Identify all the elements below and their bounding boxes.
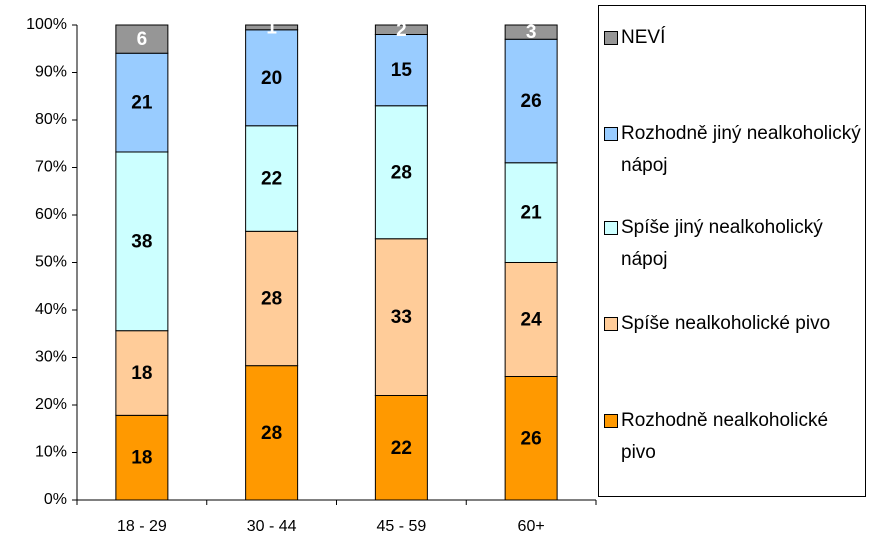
legend-swatch bbox=[604, 414, 618, 428]
data-label: 26 bbox=[521, 428, 542, 449]
y-tick-label: 100% bbox=[26, 16, 67, 33]
y-tick-label: 0% bbox=[44, 491, 67, 508]
data-label: 20 bbox=[261, 68, 282, 89]
data-label: 18 bbox=[131, 448, 152, 469]
data-label: 2 bbox=[396, 20, 407, 41]
x-tick-label: 60+ bbox=[518, 518, 545, 535]
bar-segment bbox=[374, 105, 428, 240]
bar-segment bbox=[115, 24, 169, 54]
legend-label: Spíše nealkoholické pivo bbox=[621, 313, 831, 334]
bar-segment bbox=[115, 330, 169, 416]
bar-segment bbox=[115, 151, 169, 332]
y-tick-label: 20% bbox=[35, 396, 67, 413]
legend-label: NEVÍ bbox=[621, 27, 666, 48]
legend-label: Rozhodně nealkoholické pivo bbox=[621, 410, 829, 463]
data-label: 28 bbox=[391, 162, 412, 183]
data-label: 1 bbox=[266, 17, 277, 38]
legend-label: Spíše jiný nealkoholický nápoj bbox=[621, 217, 823, 270]
data-label: 28 bbox=[261, 423, 282, 444]
legend-swatch bbox=[604, 221, 618, 235]
bar-segment bbox=[115, 414, 169, 501]
y-tick-label: 80% bbox=[35, 111, 67, 128]
bar-segment bbox=[504, 262, 558, 377]
legend-swatch bbox=[604, 127, 618, 141]
bar-segment bbox=[245, 24, 299, 31]
data-label: 33 bbox=[391, 307, 412, 328]
data-label: 38 bbox=[131, 231, 152, 252]
bar-segment bbox=[245, 365, 299, 501]
legend-swatch bbox=[604, 31, 618, 45]
data-label: 6 bbox=[137, 29, 148, 50]
data-label: 24 bbox=[521, 310, 543, 331]
y-tick-label: 40% bbox=[35, 301, 67, 318]
data-label: 21 bbox=[521, 203, 543, 224]
bar-segment bbox=[504, 38, 558, 164]
legend-item: Rozhodně nealkoholické pivo bbox=[604, 405, 864, 469]
data-label: 3 bbox=[526, 22, 537, 43]
legend-item: Spíše jiný nealkoholický nápoj bbox=[604, 212, 864, 276]
data-label: 18 bbox=[131, 363, 152, 384]
legend: NEVÍ Rozhodně jiný nealkoholický nápoj Spí… bbox=[598, 5, 866, 497]
bar-segment bbox=[504, 376, 558, 501]
bar-segment bbox=[374, 24, 428, 35]
y-tick-label: 30% bbox=[35, 349, 67, 366]
data-label: 22 bbox=[391, 438, 412, 459]
x-tick-label: 30 - 44 bbox=[247, 518, 297, 535]
legend-swatch bbox=[604, 317, 618, 331]
legend-item: Rozhodně jiný nealkoholický nápoj bbox=[604, 118, 864, 182]
data-label: 22 bbox=[261, 169, 282, 190]
y-tick-label: 10% bbox=[35, 444, 67, 461]
data-label: 21 bbox=[131, 93, 153, 114]
bar-segment bbox=[115, 52, 169, 153]
y-tick-label: 50% bbox=[35, 254, 67, 271]
y-tick-label: 70% bbox=[35, 159, 67, 176]
data-label: 15 bbox=[391, 60, 413, 81]
bar-segment bbox=[504, 24, 558, 40]
bar-segment bbox=[245, 29, 299, 127]
y-tick-label: 90% bbox=[35, 64, 67, 81]
legend-item: Spíše nealkoholické pivo bbox=[604, 308, 864, 340]
legend-item: NEVÍ bbox=[604, 22, 864, 54]
bar-segment bbox=[245, 230, 299, 367]
bar-segment bbox=[504, 162, 558, 263]
bar-segment bbox=[374, 395, 428, 501]
bar-segment bbox=[374, 34, 428, 107]
legend-label: Rozhodně jiný nealkoholický nápoj bbox=[621, 123, 861, 176]
data-label: 28 bbox=[261, 289, 282, 310]
bar-segment bbox=[374, 238, 428, 396]
x-tick-label: 18 - 29 bbox=[117, 518, 167, 535]
data-label: 26 bbox=[521, 91, 542, 112]
y-tick-label: 60% bbox=[35, 206, 67, 223]
x-tick-label: 45 - 59 bbox=[376, 518, 426, 535]
